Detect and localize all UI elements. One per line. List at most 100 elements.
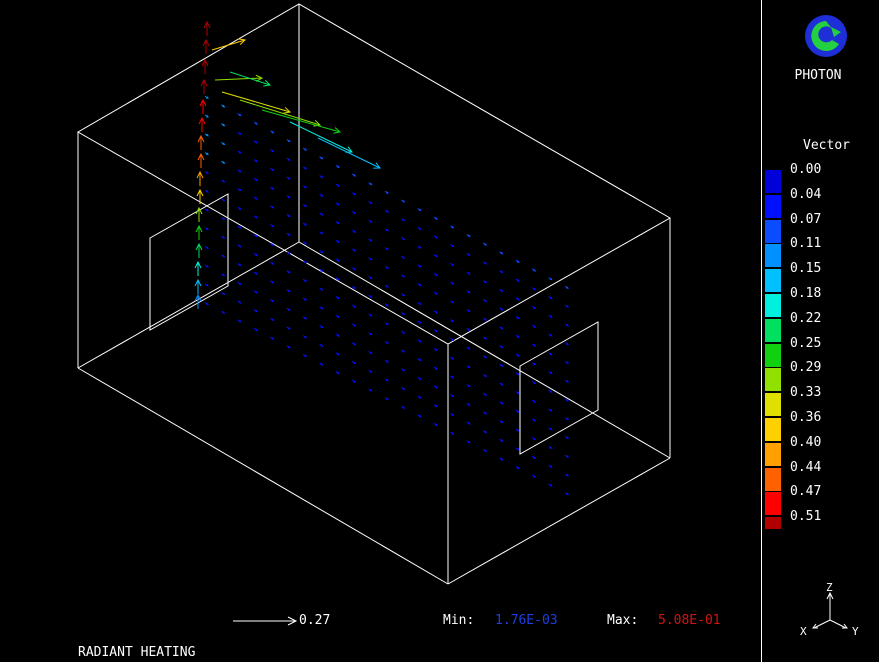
field-vector-head <box>304 185 308 189</box>
max-value: 5.08E-01 <box>658 613 721 628</box>
legend-row: 0.51 <box>764 509 874 540</box>
field-vector-head <box>222 198 226 202</box>
field-vector-head <box>222 161 226 164</box>
photon-logo-icon <box>805 15 847 57</box>
field-vector-head <box>287 308 291 311</box>
field-vector-head <box>566 305 569 308</box>
ceiling-jet-vector <box>239 99 321 126</box>
plume-vector-head <box>195 206 203 215</box>
field-vector-head <box>320 231 324 235</box>
field-vector-head <box>500 401 504 405</box>
field-vector-head <box>369 276 373 279</box>
legend-swatch <box>765 492 781 516</box>
field-vector-head <box>386 303 389 307</box>
ceiling-jet-vector <box>214 77 263 81</box>
field-vector-head <box>369 332 373 336</box>
legend-value: 0.22 <box>790 310 822 326</box>
field-vector-head <box>337 240 340 243</box>
legend-swatch <box>765 244 781 268</box>
field-vector-head <box>418 264 422 268</box>
field-vector-head <box>566 398 569 402</box>
field-vector-head <box>549 409 553 412</box>
legend-value: 0.04 <box>790 186 822 202</box>
field-vector-head <box>533 306 537 310</box>
field-vector-head <box>222 311 226 314</box>
field-vector-head <box>533 325 537 328</box>
model-title: RADIANT HEATING <box>78 645 196 660</box>
field-vector-head <box>337 296 340 300</box>
field-vector-head <box>304 335 308 339</box>
field-vector-head <box>533 287 537 291</box>
field-vector-head <box>255 328 259 332</box>
field-vector-head <box>206 190 209 193</box>
field-vector-head <box>353 267 357 271</box>
field-vector-head <box>549 484 553 487</box>
field-vector-head <box>369 201 373 204</box>
field-vector-head <box>255 291 259 294</box>
field-vector-head <box>484 243 488 246</box>
field-vector-head <box>451 432 455 435</box>
field-vector-head <box>320 156 324 160</box>
field-vector-head <box>222 105 226 108</box>
ceiling-jet-vector-head <box>263 79 272 87</box>
field-vector-head <box>484 280 488 284</box>
field-vector-head <box>566 455 569 458</box>
field-vector-head <box>467 365 471 369</box>
legend-swatch <box>765 417 781 441</box>
field-vector-head <box>533 362 537 366</box>
legend-row: 0.47 <box>764 484 874 516</box>
field-vector-head <box>467 309 471 313</box>
field-vector-head <box>402 368 406 372</box>
vector-plot-viewport[interactable] <box>0 0 762 662</box>
legend-row: 0.18 <box>764 286 874 317</box>
legend-swatch <box>765 194 781 218</box>
field-vector-head <box>206 133 209 137</box>
field-vector-head <box>287 195 291 199</box>
legend-row: 0.33 <box>764 385 874 417</box>
room-edge <box>447 457 671 585</box>
axis-z-label: Z <box>826 581 833 594</box>
field-vector-head <box>451 394 455 398</box>
legend-value: 0.33 <box>790 385 822 401</box>
field-vector-head <box>402 350 406 353</box>
room-wireframe <box>76 3 672 626</box>
field-vector-head <box>255 141 259 144</box>
field-vector-head <box>369 239 373 242</box>
field-vector-head <box>206 171 209 174</box>
field-vector-head <box>287 177 291 180</box>
legend-row: 0.07 <box>764 212 874 243</box>
field-vector-head <box>222 123 226 127</box>
field-vector-head <box>304 316 308 320</box>
field-vector-head <box>271 130 275 134</box>
field-vector-head <box>418 377 422 380</box>
field-vector-head <box>369 295 373 298</box>
axis-y-label: Y <box>852 625 859 638</box>
plume-vector-head <box>194 260 202 269</box>
field-vector-head <box>353 380 357 383</box>
field-vector-head <box>402 218 406 222</box>
field-vector-head <box>222 292 226 296</box>
field-vector-head <box>549 446 553 449</box>
field-vector-head <box>500 439 504 442</box>
field-vector-head <box>467 234 471 238</box>
field-vector-head <box>484 430 488 434</box>
plume-vector-head <box>203 20 211 29</box>
field-vector-head <box>517 429 520 432</box>
field-vector-head <box>402 331 406 334</box>
field-vector-head <box>271 224 275 228</box>
legend-value: 0.44 <box>790 459 822 475</box>
field-vector-head <box>484 318 488 321</box>
field-vector-head <box>517 466 520 470</box>
max-label: Max: <box>607 613 639 628</box>
field-vector-head <box>484 411 488 415</box>
field-vector-head <box>386 378 389 382</box>
field-vector-head <box>566 286 569 289</box>
field-vector-head <box>386 285 389 288</box>
field-vector-head <box>353 192 357 196</box>
panel-divider <box>761 0 762 662</box>
field-vector-head <box>418 208 422 212</box>
legend-title: Vector <box>803 138 850 153</box>
field-vector-head <box>418 283 422 287</box>
window-panel <box>519 321 599 455</box>
field-vector-head <box>369 314 373 317</box>
